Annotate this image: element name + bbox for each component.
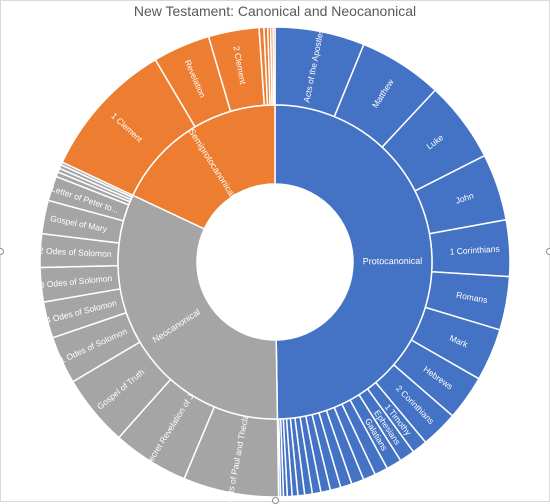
category-protocanonical[interactable]	[274, 104, 433, 420]
category-semiprotocanonical[interactable]	[131, 104, 276, 230]
category-label-protocanonical: Protocanonical	[363, 256, 423, 266]
label-2-odes-of-solomon: 2 Odes of Solomon	[39, 245, 112, 259]
category-neocanonical[interactable]	[117, 194, 279, 420]
resize-handle-left[interactable]	[0, 248, 4, 255]
label-1-corinthians: 1 Corinthians	[449, 244, 500, 257]
resize-handle-right[interactable]	[546, 248, 550, 255]
resize-handle-bottom[interactable]	[272, 497, 279, 504]
chart-title: New Testament: Canonical and Neocanonica…	[133, 3, 417, 19]
segment-semiprotocanonical-item-7[interactable]	[272, 26, 276, 106]
